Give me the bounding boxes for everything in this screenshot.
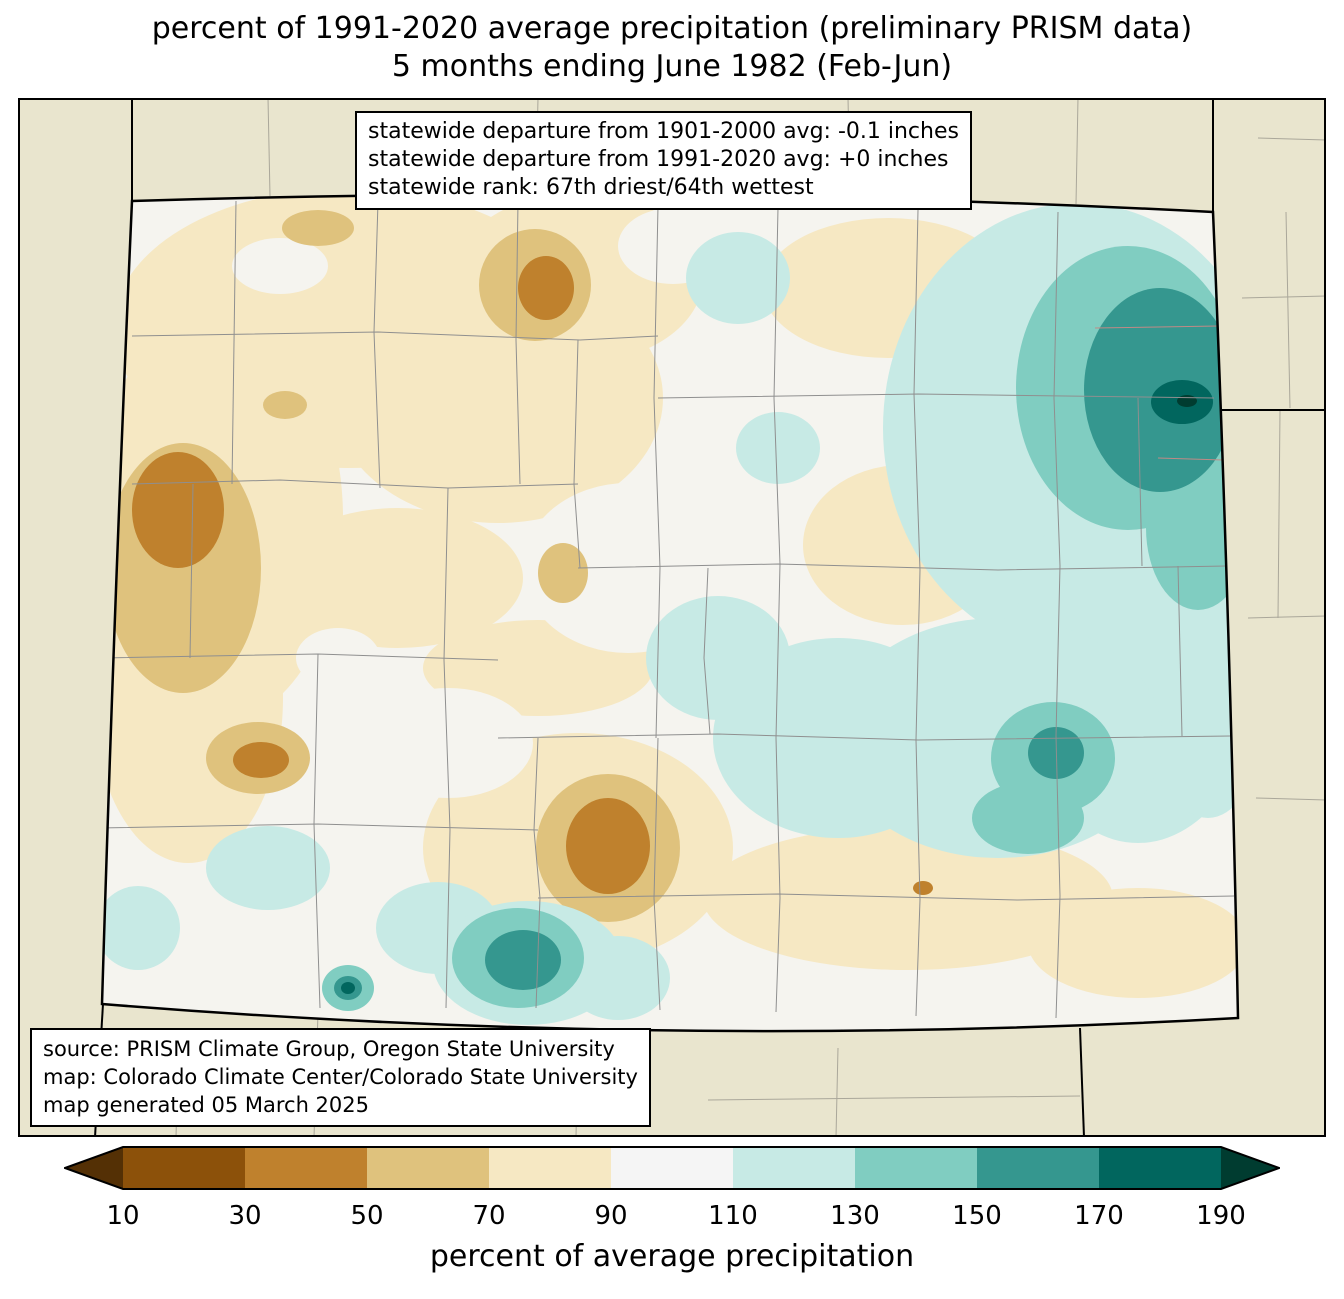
source-attribution-box: source: PRISM Climate Group, Oregon Stat…: [30, 1028, 651, 1127]
colorbar-tick: 170: [1074, 1201, 1124, 1231]
colorbar-segment: [245, 1147, 367, 1189]
colorbar-label: percent of average precipitation: [429, 1239, 915, 1274]
colorbar-segment: [1099, 1147, 1221, 1189]
stats-line-2: statewide departure from 1991-2020 avg: …: [368, 147, 949, 172]
colorbar-segment: [733, 1147, 855, 1189]
colorbar-segment: [611, 1147, 733, 1189]
colorbar-left-arrow: [65, 1147, 123, 1189]
colorbar-tick: 110: [708, 1201, 758, 1231]
page-title: percent of 1991-2020 average precipitati…: [0, 10, 1344, 86]
statewide-stats-box: statewide departure from 1901-2000 avg: …: [355, 111, 972, 210]
colorbar-segment: [489, 1147, 611, 1189]
colorbar-tick: 190: [1196, 1201, 1246, 1231]
colorbar-tick: 10: [106, 1201, 140, 1231]
colorbar-tick: 130: [830, 1201, 880, 1231]
colorbar-tick: 50: [350, 1201, 384, 1231]
title-line-2: 5 months ending June 1982 (Feb-Jun): [391, 49, 953, 84]
county-lines: [102, 200, 1235, 1019]
colorbar-ticks: 10 30 50 70 90 110 130 150 170 190: [64, 1201, 1280, 1233]
precip-contours: [102, 194, 1238, 1025]
colorbar: 10 30 50 70 90 110 130 150 170 190 percent of ave…: [62, 1145, 1282, 1274]
colorbar-segment: [123, 1147, 245, 1189]
colorbar-right-arrow: [1221, 1147, 1279, 1189]
colorbar-segment: [977, 1147, 1099, 1189]
colorbar-segment: [367, 1147, 489, 1189]
stats-line-1: statewide departure from 1901-2000 avg: …: [368, 119, 959, 144]
colorbar-tick: 70: [472, 1201, 506, 1231]
colorado-precipitation-map: [18, 98, 1326, 1137]
colorbar-tick: 90: [594, 1201, 628, 1231]
source-line-3: map generated 05 March 2025: [43, 1093, 370, 1117]
map-area: statewide departure from 1901-2000 avg: …: [18, 98, 1326, 1137]
stats-line-3: statewide rank: 67th driest/64th wettest: [368, 175, 814, 200]
axes-frame: [18, 98, 1326, 1137]
source-line-2: map: Colorado Climate Center/Colorado St…: [43, 1065, 638, 1089]
title-line-1: percent of 1991-2020 average precipitati…: [151, 11, 1193, 46]
colorbar-tick: 150: [952, 1201, 1002, 1231]
colorbar-outline: [62, 1146, 1282, 1190]
source-line-1: source: PRISM Climate Group, Oregon Stat…: [43, 1037, 615, 1061]
ne-county-accent-lines: [1094, 325, 1224, 461]
colorbar-segment: [855, 1147, 977, 1189]
colorbar-gradient: [62, 1146, 1282, 1190]
colorbar-tick: 30: [228, 1201, 262, 1231]
